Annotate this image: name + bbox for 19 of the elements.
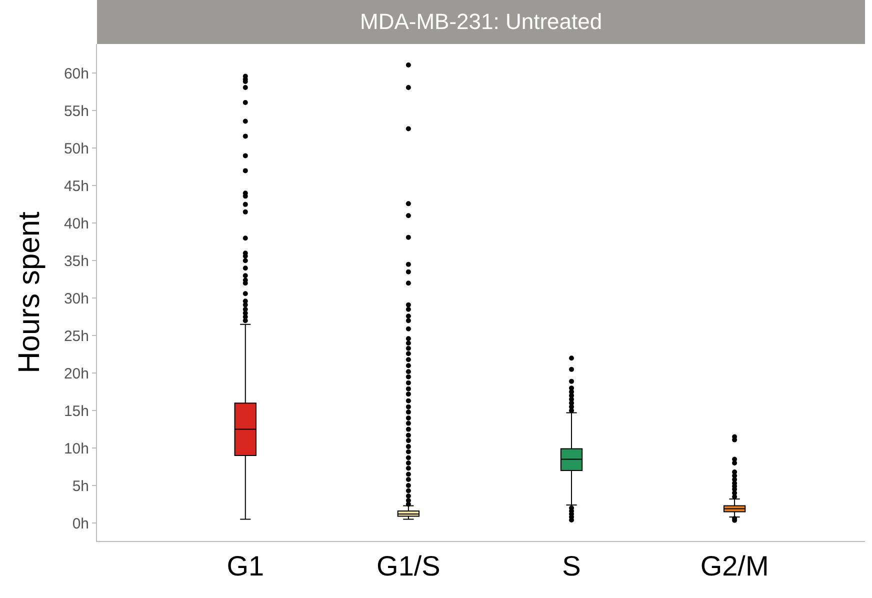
y-tick-label: 45h <box>64 178 89 195</box>
y-tick-label: 15h <box>64 402 89 420</box>
y-tick-label: 10h <box>64 440 89 458</box>
y-tick-label: 60h <box>64 65 89 82</box>
y-tick-label: 40h <box>64 215 89 232</box>
y-tick-label: 0h <box>72 515 89 532</box>
y-tick-label: 35h <box>64 252 89 270</box>
x-tick-label: G1 <box>226 550 264 582</box>
y-tick-label: 20h <box>64 365 89 382</box>
y-axis-title: Hours spent <box>12 210 46 374</box>
chart-title: MDA-MB-231: Untreated <box>360 9 602 34</box>
y-tick-label: 5h <box>72 478 89 495</box>
x-tick-label: S <box>562 550 581 582</box>
y-tick-label: 30h <box>64 290 89 308</box>
x-tick-label: G1/S <box>376 550 440 582</box>
y-tick-label: 55h <box>64 102 89 120</box>
y-tick-label: 50h <box>64 140 89 158</box>
y-tick-label: 25h <box>64 328 89 345</box>
x-tick-label: G2/M <box>700 550 769 582</box>
